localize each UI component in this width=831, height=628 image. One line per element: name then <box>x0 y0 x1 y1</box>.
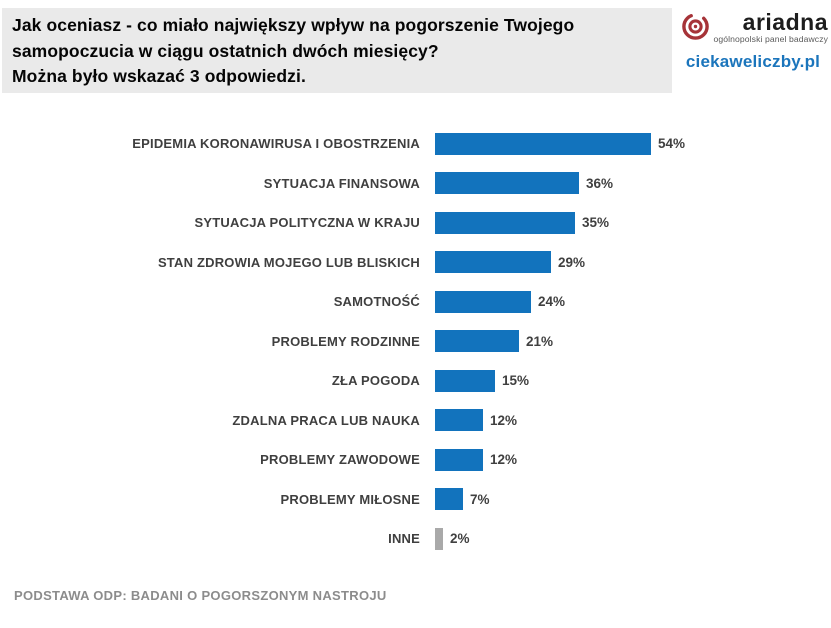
category-label: EPIDEMIA KORONAWIRUSA I OBOSTRZENIA <box>132 136 420 152</box>
bar-row: PROBLEMY MIŁOSNE 7% <box>0 480 760 520</box>
bar <box>435 251 551 274</box>
bar-row: PROBLEMY RODZINNE 21% <box>0 322 760 362</box>
footer-note: PODSTAWA ODP: BADANI O POGORSZONYM NASTR… <box>14 588 387 603</box>
bar <box>435 488 463 511</box>
bar <box>435 527 443 550</box>
question-line-1: Jak oceniasz - co miało największy wpływ… <box>12 15 575 35</box>
value-label: 36% <box>586 175 614 191</box>
value-label: 2% <box>450 531 470 547</box>
category-label: SYTUACJA POLITYCZNA W KRAJU <box>194 215 420 231</box>
category-label: PROBLEMY RODZINNE <box>271 333 420 349</box>
brand-name: ariadna <box>742 9 828 35</box>
value-label: 12% <box>490 452 518 468</box>
category-label: SAMOTNOŚĆ <box>333 294 420 310</box>
value-label: 21% <box>526 333 554 349</box>
bar <box>435 132 651 155</box>
category-label: ZŁA POGODA <box>331 373 420 389</box>
question-line-3: Można było wskazać 3 odpowiedzi. <box>12 66 306 86</box>
value-label: 12% <box>490 412 518 428</box>
spiral-rings-icon <box>680 11 711 47</box>
bar <box>435 330 519 353</box>
bar <box>435 172 579 195</box>
value-label: 35% <box>582 215 610 231</box>
question-line-2: samopoczucia w ciągu ostatnich dwóch mie… <box>12 40 439 61</box>
value-label: 15% <box>502 373 530 389</box>
bar <box>435 409 483 432</box>
category-label: STAN ZDROWIA MOJEGO LUB BLISKICH <box>157 254 420 270</box>
bar-row: ZŁA POGODA 15% <box>0 361 760 401</box>
category-label: PROBLEMY ZAWODOWE <box>260 452 420 468</box>
bar <box>435 290 531 313</box>
site-name: ciekaweliczby.pl <box>685 52 821 71</box>
category-label: SYTUACJA FINANSOWA <box>263 175 420 191</box>
value-label: 29% <box>558 254 586 270</box>
brand-logo: ariadna ogólnopolski panel badawczy ciek… <box>678 10 828 72</box>
bar-row: PROBLEMY ZAWODOWE 12% <box>0 440 760 480</box>
value-label: 54% <box>658 136 686 152</box>
question-box: Jak oceniasz - co miało największy wpływ… <box>2 8 672 93</box>
bar-row: ZDALNA PRACA LUB NAUKA 12% <box>0 401 760 441</box>
value-label: 7% <box>470 491 490 507</box>
category-label: ZDALNA PRACA LUB NAUKA <box>232 412 420 428</box>
category-label: PROBLEMY MIŁOSNE <box>280 491 420 507</box>
bar-chart: EPIDEMIA KORONAWIRUSA I OBOSTRZENIA 54% SY… <box>0 124 760 559</box>
bar-row: SAMOTNOŚĆ 24% <box>0 282 760 322</box>
category-label: INNE <box>388 531 420 547</box>
bar-row: SYTUACJA POLITYCZNA W KRAJU 35% <box>0 203 760 243</box>
bar-row: EPIDEMIA KORONAWIRUSA I OBOSTRZENIA 54% <box>0 124 760 164</box>
bar-row: INNE 2% <box>0 519 760 559</box>
value-label: 24% <box>538 294 566 310</box>
bar <box>435 369 495 392</box>
bar-row: STAN ZDROWIA MOJEGO LUB BLISKICH 29% <box>0 243 760 283</box>
brand-tagline: ogólnopolski panel badawczy <box>713 34 828 44</box>
bar <box>435 448 483 471</box>
bar <box>435 211 575 234</box>
bar-row: SYTUACJA FINANSOWA 36% <box>0 164 760 204</box>
